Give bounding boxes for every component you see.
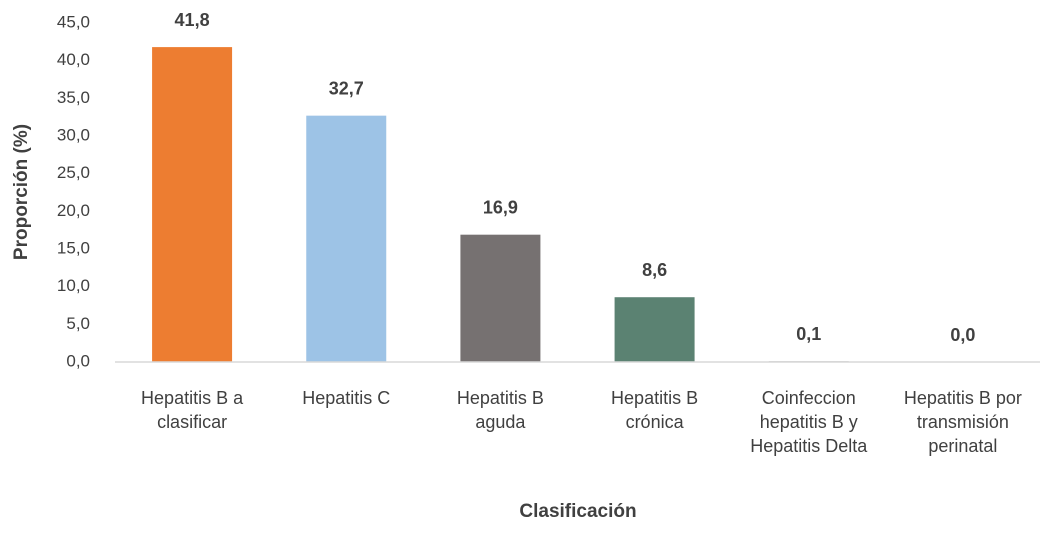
data-label: 8,6 [642,260,667,280]
y-tick-label: 15,0 [57,238,90,257]
data-label: 41,8 [175,10,210,30]
data-label: 16,9 [483,197,518,217]
x-tick-label: Hepatitis B por transmisión perinatal [903,388,1022,456]
y-tick-label: 35,0 [57,88,90,107]
y-tick-label: 40,0 [57,50,90,69]
y-tick-label: 45,0 [57,12,90,31]
data-label: 32,7 [329,78,364,98]
bar [306,115,387,362]
y-tick-label: 0,0 [66,351,90,370]
y-axis-title: Proporción (%) [11,124,32,260]
x-tick-label: Hepatitis B a clasificar [141,388,244,432]
x-tick-label: Hepatitis B aguda [456,388,544,432]
bar [152,47,233,363]
x-tick-label: Coinfeccion hepatitis B y Hepatitis Delt… [750,388,868,456]
bar [614,297,695,362]
y-tick-label: 25,0 [57,163,90,182]
bar [460,234,541,362]
data-label: 0,1 [796,324,821,344]
x-tick-label: Hepatitis C [302,388,391,408]
y-tick-label: 5,0 [66,314,90,333]
y-tick-label: 10,0 [57,276,90,295]
data-label: 0,0 [950,325,975,345]
y-tick-label: 30,0 [57,125,90,144]
x-axis-title: Clasificación [519,501,636,522]
y-tick-label: 20,0 [57,201,90,220]
x-tick-label: Hepatitis B crónica [611,388,699,432]
